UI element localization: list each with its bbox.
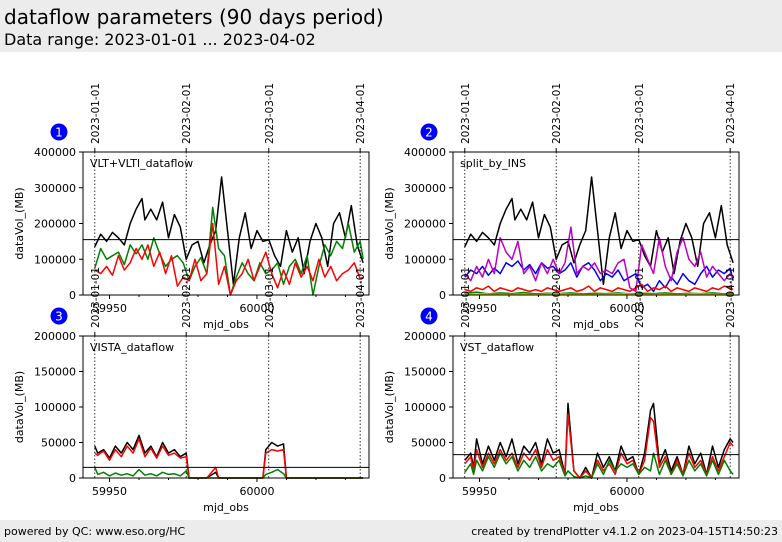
date-tick-label: 2023-03-01 bbox=[634, 83, 646, 144]
x-axis-label: mjd_obs bbox=[573, 501, 619, 514]
page-subtitle: Data range: 2023-01-01 ... 2023-04-02 bbox=[4, 30, 316, 49]
date-tick-label: 2023-02-01 bbox=[181, 267, 193, 328]
series-line-red bbox=[464, 413, 734, 479]
date-tick-label: 2023-04-01 bbox=[725, 267, 737, 328]
date-tick-label: 2023-02-01 bbox=[551, 267, 563, 328]
series-line-black bbox=[94, 434, 364, 479]
panel-number-badge bbox=[50, 307, 68, 325]
x-tick-label: 60000 bbox=[239, 485, 274, 498]
date-tick-label: 2023-01-01 bbox=[90, 267, 102, 328]
panel-label: VLT+VLTI_dataflow bbox=[90, 157, 193, 170]
y-tick-label: 100000 bbox=[34, 401, 76, 414]
y-tick-label: 200000 bbox=[404, 330, 446, 343]
y-tick-label: 0 bbox=[439, 472, 446, 485]
x-axis-label: mjd_obs bbox=[203, 501, 249, 514]
y-tick-label: 300000 bbox=[404, 182, 446, 195]
panel-number-badge bbox=[50, 123, 68, 141]
panel-number-label: 2 bbox=[425, 126, 433, 140]
date-tick-label: 2023-03-01 bbox=[634, 267, 646, 328]
y-tick-label: 200000 bbox=[404, 218, 446, 231]
subplot-2: 2023-01-01 2023-02-01 2023-03-01 2023-04-01… bbox=[383, 83, 740, 331]
series-line-red bbox=[464, 283, 734, 293]
series-line-black bbox=[464, 176, 734, 286]
series-line-green bbox=[94, 467, 364, 479]
y-tick-label: 0 bbox=[69, 289, 76, 302]
x-tick-label: 59950 bbox=[92, 302, 127, 315]
date-tick-label: 2023-01-01 bbox=[90, 83, 102, 144]
y-tick-label: 300000 bbox=[34, 182, 76, 195]
series-line-black bbox=[94, 176, 364, 286]
x-tick-label: 59950 bbox=[92, 485, 127, 498]
series-line-red bbox=[94, 222, 364, 296]
subplot-1: 2023-01-01 2023-02-01 2023-03-01 2023-04-01… bbox=[13, 83, 370, 331]
y-tick-label: 200000 bbox=[34, 218, 76, 231]
panel-number-badge bbox=[420, 307, 438, 325]
y-tick-label: 50000 bbox=[41, 437, 76, 450]
footer-generator: created by trendPlotter v4.1.2 on 2023-0… bbox=[471, 525, 778, 538]
series-line-magenta bbox=[464, 226, 734, 293]
panel-number-label: 4 bbox=[425, 310, 433, 324]
y-tick-label: 100000 bbox=[404, 401, 446, 414]
date-tick-label: 2023-04-01 bbox=[355, 267, 367, 328]
date-tick-label: 2023-02-01 bbox=[181, 83, 193, 144]
y-tick-label: 400000 bbox=[404, 146, 446, 159]
y-tick-label: 150000 bbox=[34, 366, 76, 379]
y-tick-label: 200000 bbox=[34, 330, 76, 343]
y-tick-label: 0 bbox=[439, 289, 446, 302]
y-tick-label: 100000 bbox=[34, 253, 76, 266]
page-title: dataflow parameters (90 days period) bbox=[4, 5, 384, 29]
y-tick-label: 50000 bbox=[411, 437, 446, 450]
subplot-4: 2023-01-01 2023-02-01 2023-03-01 2023-04-01… bbox=[383, 267, 740, 514]
plot-frame bbox=[82, 335, 370, 479]
x-tick-label: 60000 bbox=[609, 485, 644, 498]
date-tick-label: 2023-04-01 bbox=[355, 83, 367, 144]
date-tick-label: 2023-03-01 bbox=[264, 83, 276, 144]
x-axis-label: mjd_obs bbox=[203, 318, 249, 331]
date-tick-label: 2023-02-01 bbox=[551, 83, 563, 144]
date-tick-label: 2023-01-01 bbox=[460, 83, 472, 144]
y-axis-label: dataVol_(MB) bbox=[13, 187, 26, 259]
y-tick-label: 100000 bbox=[404, 253, 446, 266]
report-header: dataflow parameters (90 days period) Dat… bbox=[0, 0, 782, 52]
x-tick-label: 59950 bbox=[462, 485, 497, 498]
subplot-3: 2023-01-01 2023-02-01 2023-03-01 2023-04-01… bbox=[13, 267, 370, 514]
series-line-green bbox=[464, 452, 734, 479]
panel-number-badge bbox=[420, 123, 438, 141]
date-tick-label: 2023-01-01 bbox=[460, 267, 472, 328]
panel-number-label: 1 bbox=[55, 126, 63, 140]
report-footer: powered by QC: www.eso.org/HC created by… bbox=[0, 520, 782, 542]
series-line-yellow bbox=[464, 293, 734, 296]
panel-label: VST_dataflow bbox=[460, 341, 534, 354]
date-tick-label: 2023-03-01 bbox=[264, 267, 276, 328]
x-tick-label: 60000 bbox=[239, 302, 274, 315]
panel-label: VISTA_dataflow bbox=[90, 341, 174, 354]
series-line-blue bbox=[464, 260, 734, 293]
x-axis-label: mjd_obs bbox=[573, 318, 619, 331]
plot-grid: 2023-01-01 2023-02-01 2023-03-01 2023-04-01… bbox=[13, 83, 740, 514]
y-axis-label: dataVol_(MB) bbox=[13, 371, 26, 443]
date-tick-label: 2023-04-01 bbox=[725, 83, 737, 144]
panel-number-label: 3 bbox=[55, 310, 63, 324]
footer-credit: powered by QC: www.eso.org/HC bbox=[4, 525, 186, 538]
y-tick-label: 150000 bbox=[404, 366, 446, 379]
y-tick-label: 0 bbox=[69, 472, 76, 485]
x-tick-label: 60000 bbox=[609, 302, 644, 315]
x-tick-label: 59950 bbox=[462, 302, 497, 315]
series-line-green bbox=[464, 291, 734, 295]
y-tick-label: 400000 bbox=[34, 146, 76, 159]
y-axis-label: dataVol_(MB) bbox=[383, 371, 396, 443]
y-axis-label: dataVol_(MB) bbox=[383, 187, 396, 259]
panel-label: split_by_INS bbox=[460, 157, 526, 170]
series-line-black bbox=[464, 402, 734, 479]
